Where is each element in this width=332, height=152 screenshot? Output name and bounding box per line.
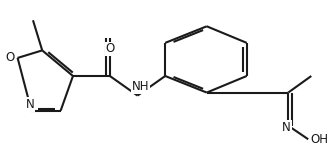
Text: OH: OH [311, 133, 329, 146]
Text: N: N [26, 98, 34, 111]
Text: O: O [5, 51, 15, 64]
Text: N: N [282, 121, 291, 134]
Text: NH: NH [132, 80, 149, 93]
Text: O: O [105, 42, 115, 55]
